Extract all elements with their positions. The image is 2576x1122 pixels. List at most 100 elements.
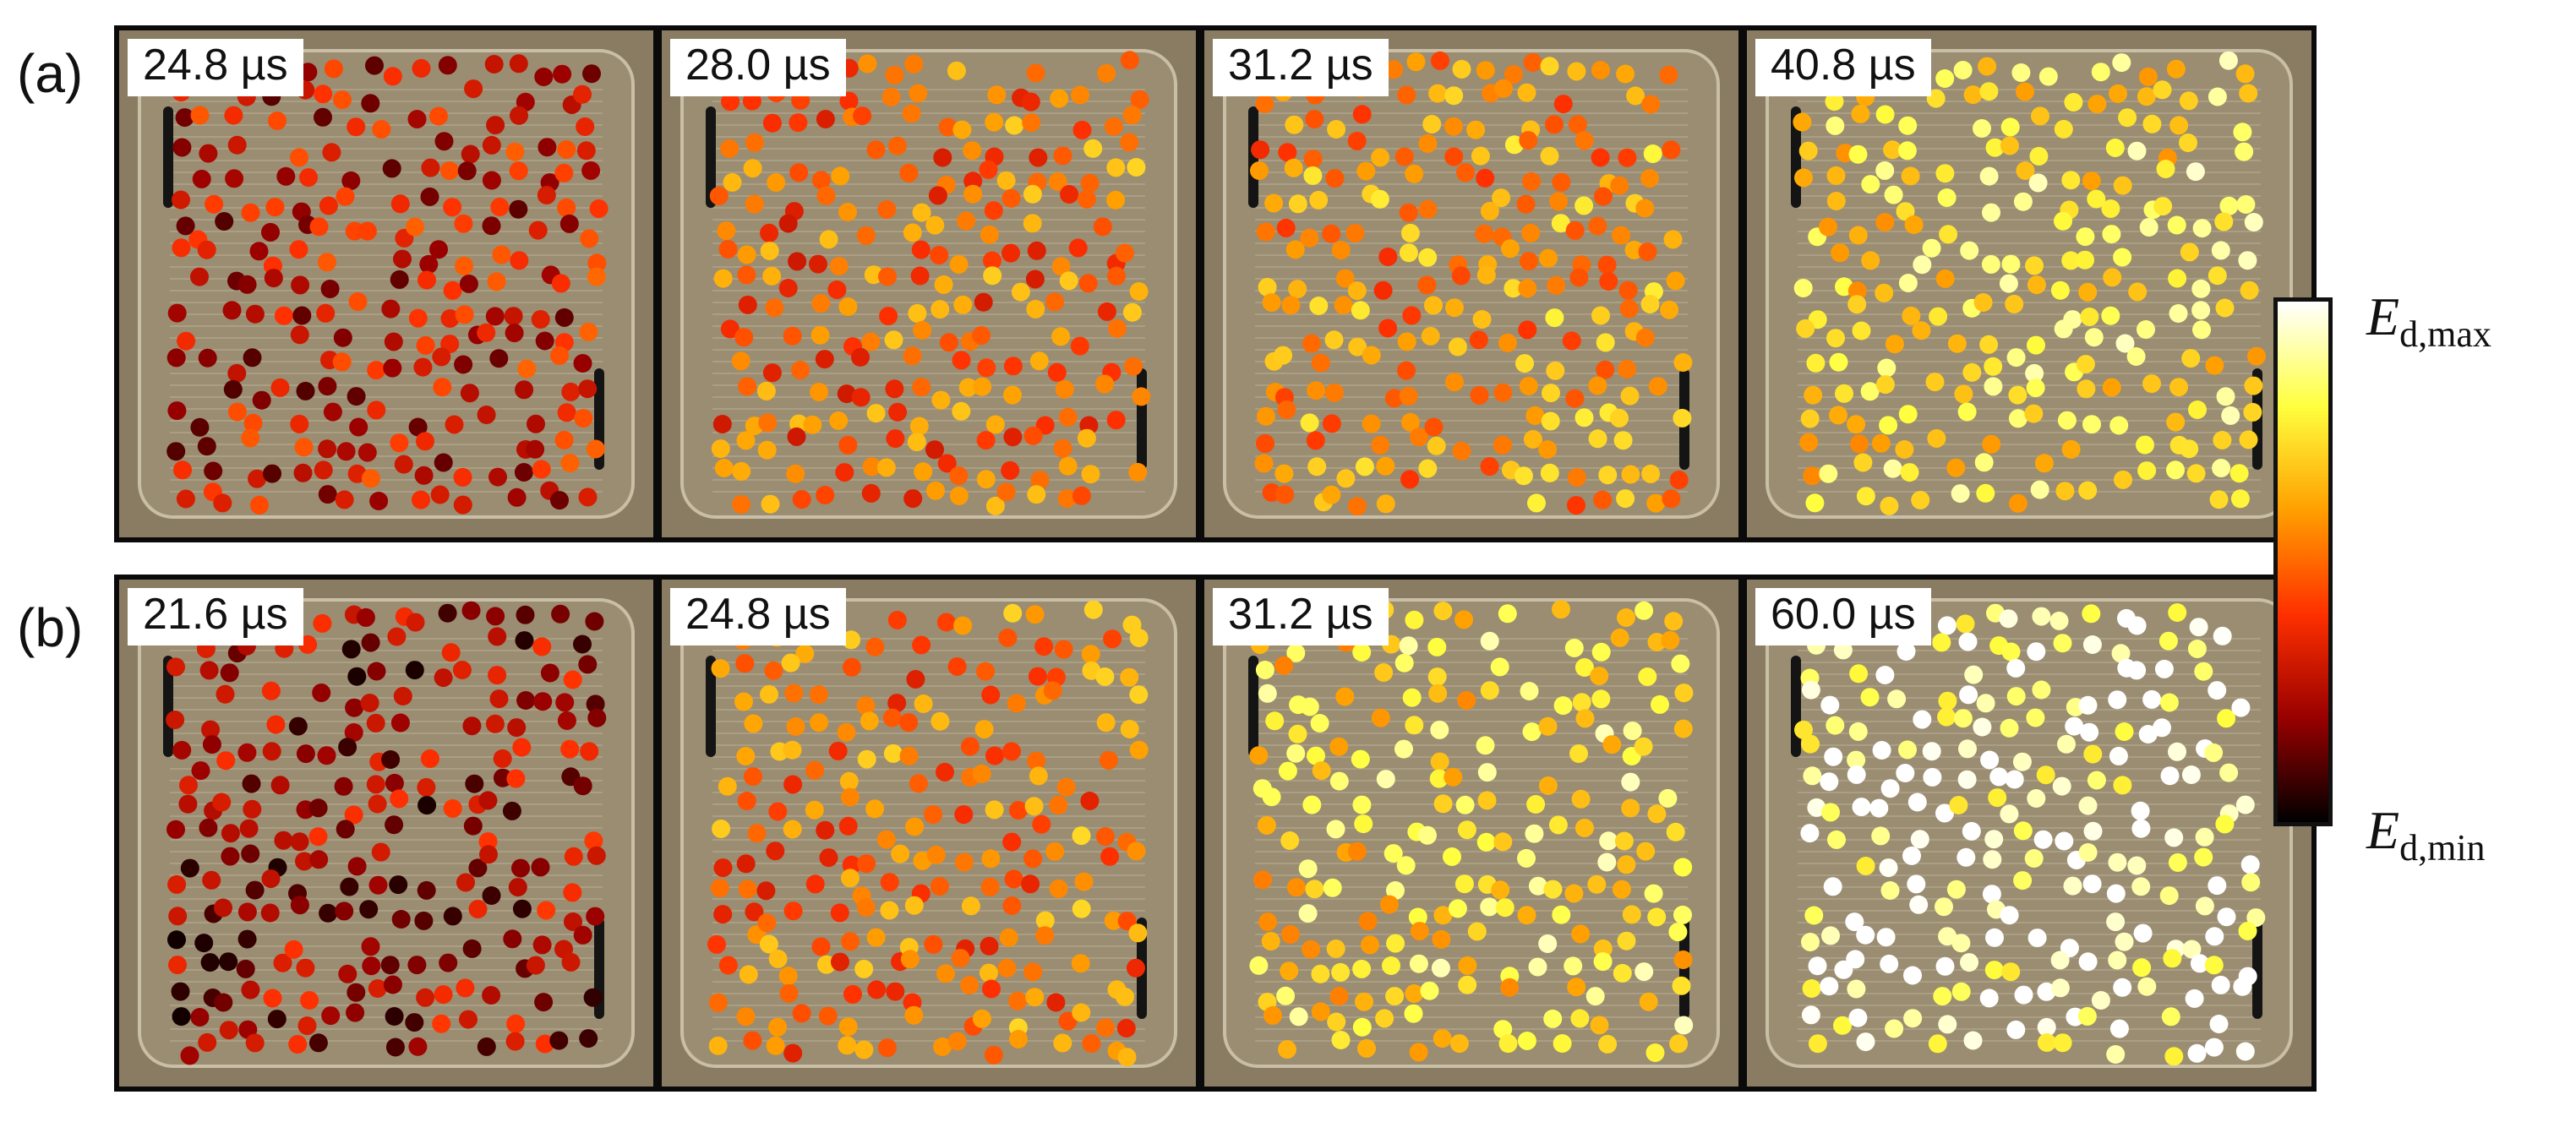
- droplet: [1901, 166, 1920, 186]
- droplet: [1455, 795, 1475, 814]
- droplet: [1885, 1019, 1904, 1038]
- droplet: [1525, 824, 1544, 843]
- droplet: [432, 1014, 451, 1033]
- droplet: [985, 746, 1004, 765]
- droplet: [1288, 280, 1307, 299]
- droplet: [527, 414, 545, 433]
- droplet: [166, 348, 186, 368]
- droplet: [221, 847, 240, 866]
- droplet: [2166, 412, 2186, 432]
- droplet: [1492, 188, 1511, 208]
- droplet: [1669, 1034, 1689, 1054]
- droplet: [931, 300, 950, 319]
- droplet: [1596, 333, 1615, 352]
- droplet: [1598, 1034, 1618, 1054]
- droplet: [478, 791, 498, 810]
- droplet: [1327, 120, 1346, 139]
- droplet: [1120, 133, 1139, 152]
- droplet: [1981, 254, 2000, 274]
- droplet: [284, 940, 303, 959]
- droplet: [2192, 320, 2211, 340]
- droplet: [2083, 744, 2103, 764]
- droplet: [573, 776, 592, 796]
- droplet: [756, 381, 776, 400]
- droplet: [1621, 772, 1640, 792]
- droplet: [2106, 884, 2126, 903]
- droplet: [1374, 663, 1394, 682]
- droplet: [905, 817, 925, 836]
- droplet: [1274, 656, 1294, 675]
- droplet: [268, 112, 287, 130]
- droplet: [2036, 765, 2055, 785]
- droplet: [1373, 280, 1393, 300]
- droplet: [2012, 752, 2032, 771]
- droplet: [1402, 688, 1422, 707]
- droplet: [367, 662, 386, 681]
- droplet: [937, 454, 957, 473]
- droplet: [534, 993, 554, 1012]
- droplet: [1618, 359, 1637, 379]
- droplet: [876, 830, 896, 849]
- droplet: [756, 881, 776, 901]
- droplet: [1431, 51, 1449, 70]
- droplet: [296, 381, 315, 400]
- droplet: [711, 439, 730, 459]
- droplet: [2033, 830, 2053, 849]
- droplet: [1953, 709, 1973, 728]
- droplet: [1049, 879, 1068, 898]
- droplet: [1610, 408, 1629, 428]
- droplet: [1418, 459, 1438, 478]
- droplet: [1833, 640, 1853, 660]
- droplet: [178, 794, 198, 814]
- droplet: [906, 670, 925, 689]
- droplet: [811, 294, 831, 313]
- droplet: [166, 711, 185, 729]
- droplet: [787, 427, 806, 446]
- droplet: [1045, 292, 1064, 312]
- droplet: [972, 326, 991, 346]
- droplet: [1875, 375, 1895, 395]
- droplet: [2027, 335, 2045, 355]
- droplet: [297, 1016, 317, 1036]
- droplet: [818, 1006, 838, 1026]
- droplet: [1939, 225, 1958, 244]
- droplet: [947, 1032, 967, 1051]
- droplet: [1538, 716, 1558, 736]
- droplet: [2194, 662, 2213, 681]
- droplet: [1565, 221, 1585, 240]
- droplet: [1517, 83, 1536, 102]
- droplet: [2153, 718, 2171, 738]
- droplet: [1979, 335, 1999, 354]
- droplet: [1848, 722, 1868, 741]
- droplet-map: [119, 30, 653, 537]
- droplet: [1470, 385, 1489, 405]
- droplet: [1351, 301, 1370, 320]
- droplet: [557, 711, 576, 730]
- droplet: [245, 1033, 265, 1053]
- droplet: [1599, 272, 1618, 291]
- droplet: [1456, 163, 1475, 182]
- droplet: [290, 414, 309, 433]
- droplet: [1378, 248, 1398, 266]
- droplet: [1008, 991, 1027, 1010]
- droplet: [976, 470, 996, 489]
- droplet: [2215, 814, 2235, 834]
- droplet: [443, 198, 462, 217]
- droplet: [973, 377, 992, 396]
- droplet: [931, 711, 950, 731]
- droplet: [172, 190, 190, 210]
- droplet: [721, 92, 740, 112]
- droplet: [1871, 433, 1891, 453]
- droplet: [899, 746, 919, 765]
- droplet: [2077, 1006, 2097, 1026]
- droplet: [560, 739, 580, 759]
- droplet: [960, 976, 980, 994]
- droplet: [1673, 950, 1693, 969]
- droplet: [505, 142, 525, 161]
- droplet: [1635, 962, 1654, 982]
- droplet: [1080, 173, 1100, 193]
- droplet: [952, 401, 971, 421]
- droplet: [250, 495, 269, 515]
- droplet: [709, 186, 729, 205]
- droplet: [1457, 691, 1476, 710]
